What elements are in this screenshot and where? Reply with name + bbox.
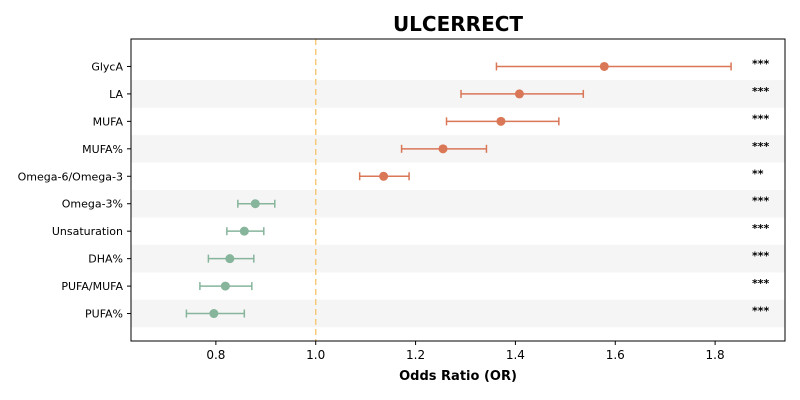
x-tick-label: 1.0	[306, 348, 325, 362]
point-estimate	[250, 199, 260, 209]
point-estimate	[220, 281, 230, 291]
x-tick-label: 1.8	[706, 348, 725, 362]
y-tick-labels: GlycA LA MUFA MUFA% Omega-6/Omega-3 Omega-3% U…	[18, 60, 131, 321]
chart-title: ULCERRECT	[393, 12, 523, 36]
point-estimate	[209, 309, 219, 319]
significance-label: ***	[752, 112, 770, 125]
significance-label: ***	[752, 140, 770, 153]
x-tick-label: 1.4	[506, 348, 525, 362]
y-tick-label: Omega-6/Omega-3	[18, 170, 123, 183]
plot-frame	[130, 38, 786, 342]
estimate-pufa-mufa	[199, 281, 253, 291]
estimate-la	[460, 89, 585, 99]
estimate-mufa-	[400, 144, 488, 154]
estimate-omega-3-	[237, 199, 276, 209]
y-tick-label: DHA%	[88, 253, 123, 266]
y-tick-label: GlycA	[91, 60, 123, 73]
x-tick-label: 1.6	[606, 348, 625, 362]
y-tick-label: PUFA/MUFA	[61, 280, 123, 293]
row-band	[131, 190, 785, 218]
point-estimate	[438, 144, 448, 154]
significance-label: ***	[752, 195, 770, 208]
estimate-dha-	[207, 254, 255, 264]
significance-label: ***	[752, 250, 770, 263]
significance-labels: *****************************	[752, 57, 770, 317]
significance-label: ***	[752, 305, 770, 318]
x-tick-label: 1.2	[406, 348, 425, 362]
data-points	[185, 61, 732, 319]
significance-label: **	[752, 167, 764, 180]
point-estimate	[239, 226, 249, 236]
estimate-omega-6-omega-3	[358, 171, 410, 181]
y-tick-label: MUFA	[93, 115, 124, 128]
x-axis-label: Odds Ratio (OR)	[399, 369, 517, 384]
estimate-pufa-	[185, 309, 246, 319]
significance-label: ***	[752, 57, 770, 70]
x-ticks: 0.8 1.0 1.2 1.4 1.6 1.8	[206, 341, 725, 362]
y-tick-label: Unsaturation	[52, 225, 123, 238]
significance-label: ***	[752, 222, 770, 235]
point-estimate	[225, 254, 235, 264]
y-tick-label: MUFA%	[82, 143, 123, 156]
row-bands	[131, 80, 785, 328]
point-estimate	[599, 61, 609, 71]
y-tick-label: Omega-3%	[62, 198, 123, 211]
point-estimate	[496, 116, 506, 126]
x-tick-label: 0.8	[206, 348, 225, 362]
point-estimate	[379, 171, 389, 181]
estimate-unsaturation	[226, 226, 265, 236]
estimate-glyca	[495, 61, 732, 71]
row-band	[131, 80, 785, 108]
point-estimate	[514, 89, 524, 99]
estimate-mufa	[445, 116, 560, 126]
significance-label: ***	[752, 85, 770, 98]
significance-label: ***	[752, 277, 770, 290]
y-tick-label: PUFA%	[85, 308, 123, 321]
y-tick-label: LA	[109, 88, 123, 101]
